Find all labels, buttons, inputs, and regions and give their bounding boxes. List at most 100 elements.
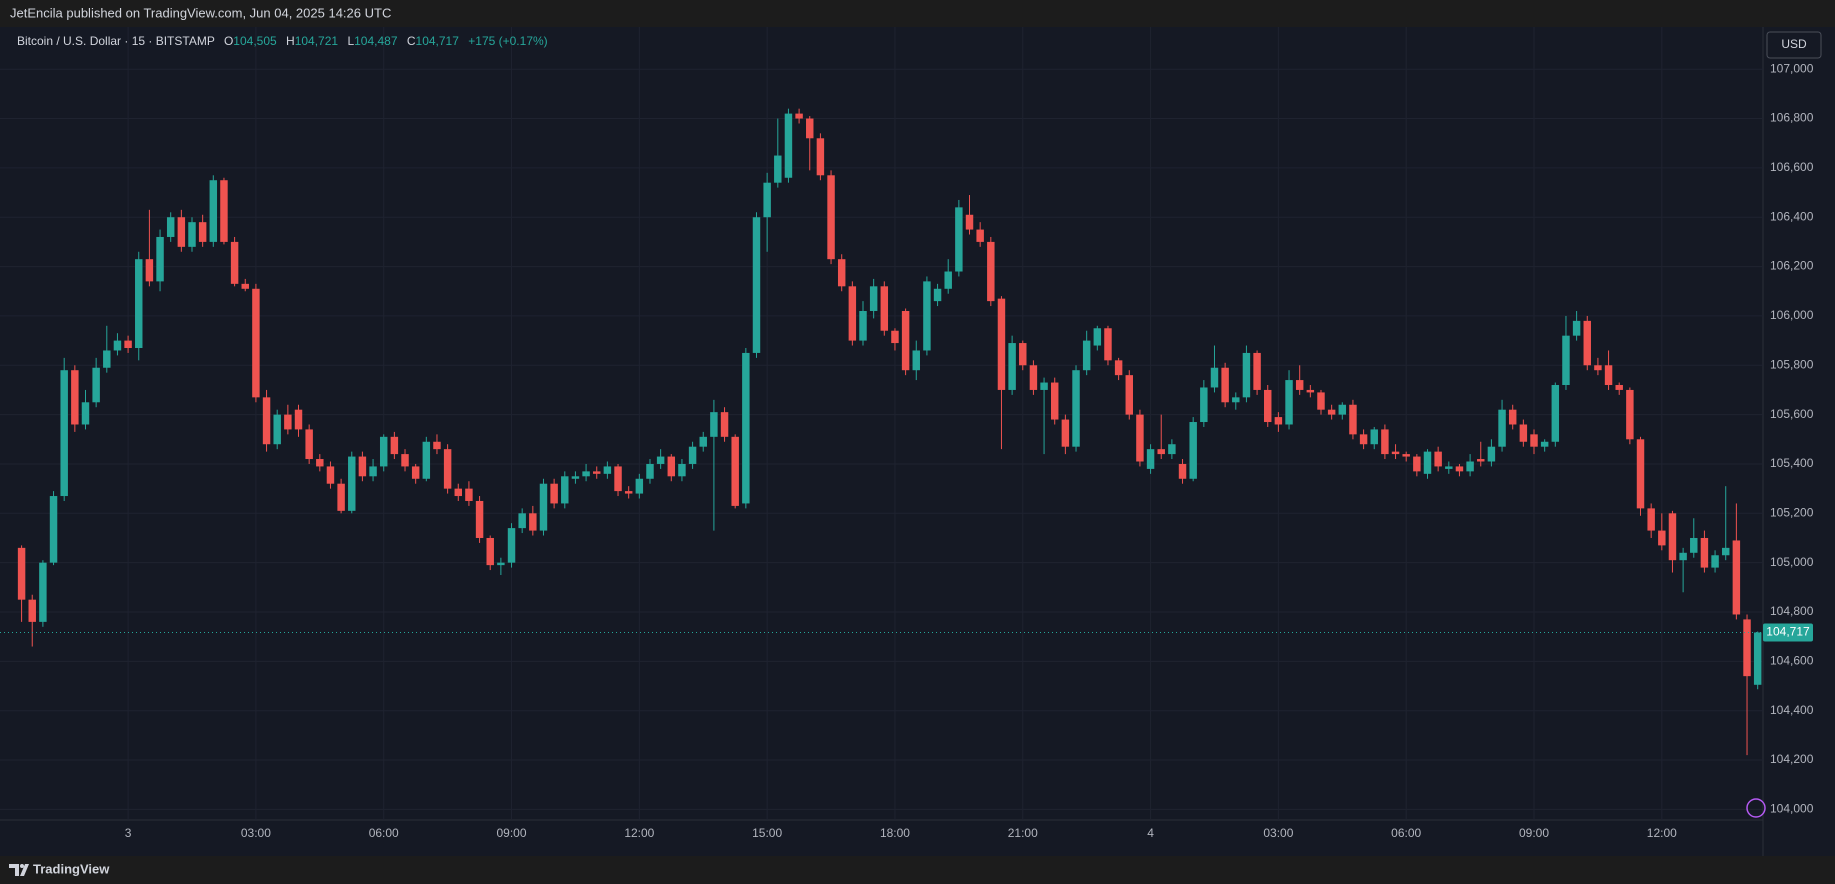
grid [0,27,1763,820]
candle-body [305,429,313,460]
candle-body [1338,404,1347,415]
candle-body [113,340,122,351]
currency-label[interactable]: USD [1781,37,1807,51]
y-tick-label: 105,000 [1770,555,1814,569]
logo-icon[interactable] [9,864,29,876]
x-tick-label: 06:00 [369,826,399,840]
symbol-legend: Bitcoin / U.S. Dollar · 15 · BITSTAMP O1… [17,34,548,48]
candle-body [49,496,58,563]
candle-body [433,441,441,450]
candle-body [454,488,462,497]
last-price-label: 104,717 [1766,625,1810,639]
candle-body [1679,552,1687,561]
candle-body [241,283,249,289]
candle-body [1232,397,1240,403]
top-bar [0,0,1835,27]
candle-body [774,155,782,183]
candle-body [60,370,68,497]
candle-body [1349,404,1357,435]
candle-body [273,414,281,445]
candle-body [1200,387,1208,423]
candle-body [230,241,239,284]
candle-body [1381,429,1389,455]
candle-body [156,236,164,282]
candle-body [1178,463,1187,479]
y-tick-label: 105,400 [1770,456,1814,470]
ohlc-key: H [286,34,295,48]
candle-body [1274,417,1283,425]
candle-body [262,397,271,445]
candle-body [1050,382,1059,420]
brand-name[interactable]: TradingView [33,861,110,876]
candle-body [1402,454,1410,457]
candle-body [1732,540,1741,615]
ohlc-key: C [407,34,416,48]
y-tick-label: 104,800 [1770,604,1814,618]
candle-body [710,412,718,437]
candle-body [593,471,601,474]
candle-body [497,562,505,566]
candle-body [614,466,622,492]
candle-body [1487,446,1496,462]
overlay: 104,717 [0,623,1813,642]
candle-body [1423,451,1432,474]
candle-body [39,562,47,622]
x-tick-label: 4 [1147,826,1154,840]
candle-body [220,180,228,242]
candle-body [411,466,420,479]
candle-body [1466,461,1474,472]
candle-body [1540,441,1549,447]
candle-body [1658,530,1666,546]
x-tick-label: 03:00 [241,826,271,840]
logo-dot[interactable] [20,864,24,868]
candle-body [1594,365,1602,371]
candle-body [486,537,494,566]
candle-body [1359,434,1368,445]
candle-body [965,214,974,230]
x-tick-label: 21:00 [1008,826,1038,840]
candle-body [177,217,186,247]
candle-body [1242,352,1251,398]
candle-body [635,478,644,494]
candle-body [1583,320,1591,366]
candle-body [933,288,942,302]
candle-body [1604,365,1613,386]
candle-body [880,286,889,331]
candle-body [465,488,473,501]
candle-body [678,463,686,477]
bottom-bar [0,856,1835,884]
y-tick-label: 106,000 [1770,308,1814,322]
x-tick-label: 09:00 [497,826,527,840]
candle-body [624,491,633,494]
candle-body [188,222,196,247]
candle-body [1104,328,1112,361]
candle-body [1370,429,1378,445]
brand-logo[interactable] [9,864,29,876]
candle-body [1125,375,1134,415]
x-tick-label: 09:00 [1519,826,1549,840]
candle-body [475,500,484,538]
currency-button[interactable] [1766,31,1822,59]
candle-body [891,330,899,344]
candle-body [1690,537,1698,553]
candle-body [1508,409,1517,425]
candle-body [827,175,835,260]
candle-body [1093,328,1102,346]
candle-body [955,207,963,272]
candle-body [550,483,558,504]
y-tick-label: 104,400 [1770,703,1814,717]
candle-body [209,180,218,242]
candle-body [1434,451,1442,467]
candle-body [1743,619,1751,677]
alert-icon[interactable] [1746,798,1766,818]
candles [17,108,1762,756]
candle-body [582,471,590,477]
candle-body [1626,389,1634,440]
candle-body [1146,449,1155,469]
candle-body [1264,389,1272,423]
y-tick-label: 106,800 [1770,111,1814,125]
y-tick-label: 105,200 [1770,505,1814,519]
candle-body [1168,444,1176,455]
candle-body [135,259,143,348]
